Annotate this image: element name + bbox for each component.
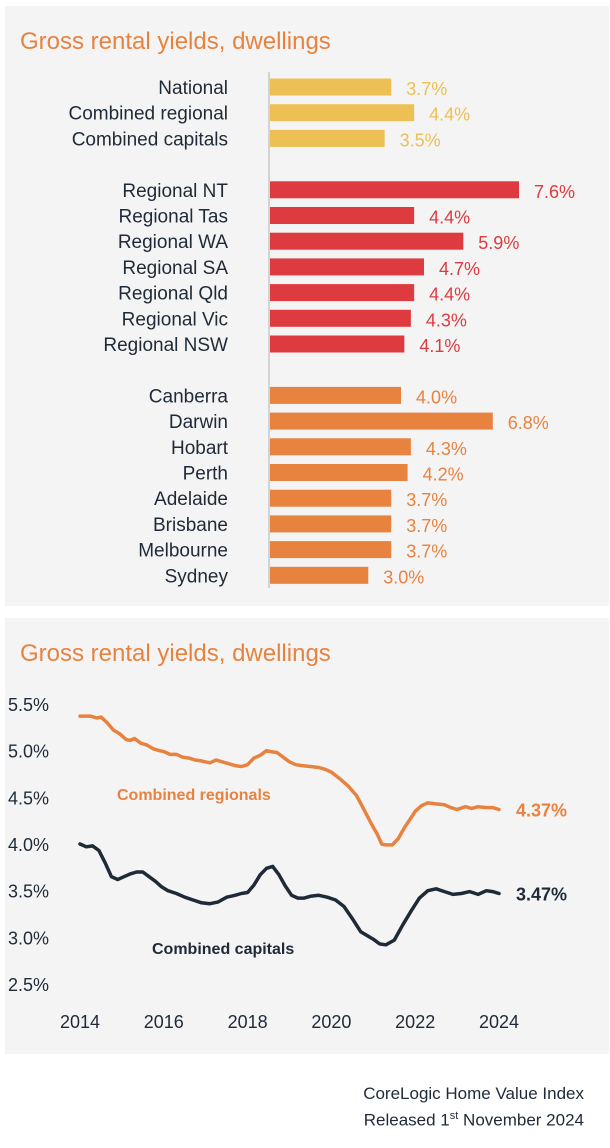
bar-value-label: 4.4% xyxy=(429,105,470,125)
bar-chart-panel: Gross rental yields, dwellings National 3… xyxy=(5,6,609,606)
y-tick-label: 5.0% xyxy=(8,742,49,762)
bar-value-label: 3.7% xyxy=(406,542,447,562)
bar-category-label: Regional Vic xyxy=(122,309,228,330)
series-annotation: Combined capitals xyxy=(152,941,294,958)
bar xyxy=(270,335,405,353)
bar-category-label: Sydney xyxy=(165,566,229,587)
bar-value-label: 3.0% xyxy=(383,567,424,587)
y-tick-label: 5.5% xyxy=(8,695,49,715)
bar-category-label: Darwin xyxy=(169,412,228,433)
bar-value-label: 4.1% xyxy=(419,336,460,356)
bar-category-label: Regional WA xyxy=(118,232,229,253)
bar-category-label: Regional Tas xyxy=(118,207,228,228)
bar-category-label: Regional Qld xyxy=(118,284,228,305)
y-tick-label: 3.0% xyxy=(8,928,49,948)
x-tick-label: 2020 xyxy=(311,1012,351,1032)
bar xyxy=(270,129,385,147)
bar-value-label: 4.3% xyxy=(426,310,467,330)
y-tick-label: 4.0% xyxy=(8,835,49,855)
bar-category-label: Perth xyxy=(183,464,228,485)
bar-value-label: 7.6% xyxy=(534,182,575,202)
bar-category-label: Combined capitals xyxy=(72,129,228,150)
bar-value-label: 4.4% xyxy=(429,285,470,305)
x-tick-label: 2014 xyxy=(60,1012,100,1032)
bar-value-label: 3.7% xyxy=(406,490,447,510)
series-end-value: 4.37% xyxy=(516,800,567,820)
series-annotation: Combined regionals xyxy=(117,787,271,804)
bar xyxy=(270,232,464,250)
bar xyxy=(270,541,392,559)
bar xyxy=(270,258,424,276)
bar xyxy=(270,566,369,584)
y-tick-label: 3.5% xyxy=(8,882,49,902)
x-tick-label: 2024 xyxy=(479,1012,519,1032)
bar xyxy=(270,489,392,507)
bar-chart-title: Gross rental yields, dwellings xyxy=(20,28,331,55)
bar-value-label: 4.2% xyxy=(423,465,464,485)
bar xyxy=(270,284,415,302)
bar-value-label: 6.8% xyxy=(508,413,549,433)
bar-category-label: Regional NSW xyxy=(103,335,228,356)
bar-category-label: Combined regional xyxy=(69,104,229,125)
line-chart: 5.5% 5.0% 4.5% 4.0% 3.5% 3.0% 2.5% 2014 2016 2018… xyxy=(8,695,567,1032)
bar-category-label: Brisbane xyxy=(153,515,228,536)
line-chart-panel: Gross rental yields, dwellings 5.5% 5.0% 4… xyxy=(5,618,609,1054)
bar-value-label: 3.5% xyxy=(400,130,441,150)
bar xyxy=(270,515,392,533)
bar xyxy=(270,464,408,481)
bar xyxy=(270,104,415,122)
bar-value-label: 4.3% xyxy=(426,439,467,459)
bar-category-label: National xyxy=(158,78,228,99)
bar-value-label: 4.0% xyxy=(416,387,457,407)
bar-chart: National 3.7% Combined regional 4.4% Combine… xyxy=(69,72,575,588)
bar-value-label: 5.9% xyxy=(478,233,519,253)
source-footer: CoreLogic Home Value Index Released 1st … xyxy=(363,1083,584,1132)
bar-category-label: Adelaide xyxy=(154,489,228,510)
bar xyxy=(270,309,411,327)
release-ordinal: st xyxy=(449,1110,459,1122)
release-date: November 2024 xyxy=(458,1110,584,1130)
x-tick-label: 2022 xyxy=(395,1012,435,1032)
release-line: Released 1st November 2024 xyxy=(363,1105,584,1132)
x-tick-label: 2018 xyxy=(228,1012,268,1032)
bar-category-label: Hobart xyxy=(171,438,229,459)
bar xyxy=(270,181,519,199)
bar-category-label: Regional SA xyxy=(122,258,228,279)
bar-value-label: 3.7% xyxy=(406,516,447,536)
bar xyxy=(270,78,392,96)
combined-capitals-line xyxy=(78,842,501,947)
bar xyxy=(270,207,415,224)
line-chart-title: Gross rental yields, dwellings xyxy=(20,640,331,667)
bar-category-label: Canberra xyxy=(149,386,229,407)
bar-value-label: 4.7% xyxy=(439,259,480,279)
source-line: CoreLogic Home Value Index xyxy=(363,1084,584,1103)
release-prefix: Released 1 xyxy=(363,1110,450,1130)
series-end-value: 3.47% xyxy=(516,884,567,904)
bar xyxy=(270,386,402,404)
bar xyxy=(270,412,493,430)
bar-category-label: Melbourne xyxy=(138,541,228,562)
bar-value-label: 3.7% xyxy=(406,79,447,99)
bar-value-label: 4.4% xyxy=(429,208,470,228)
bar-category-label: Regional NT xyxy=(122,181,228,202)
y-tick-label: 4.5% xyxy=(8,788,49,808)
y-tick-label: 2.5% xyxy=(8,975,49,995)
bar xyxy=(270,438,411,456)
combined-regionals-line xyxy=(78,714,501,847)
x-tick-label: 2016 xyxy=(144,1012,184,1032)
